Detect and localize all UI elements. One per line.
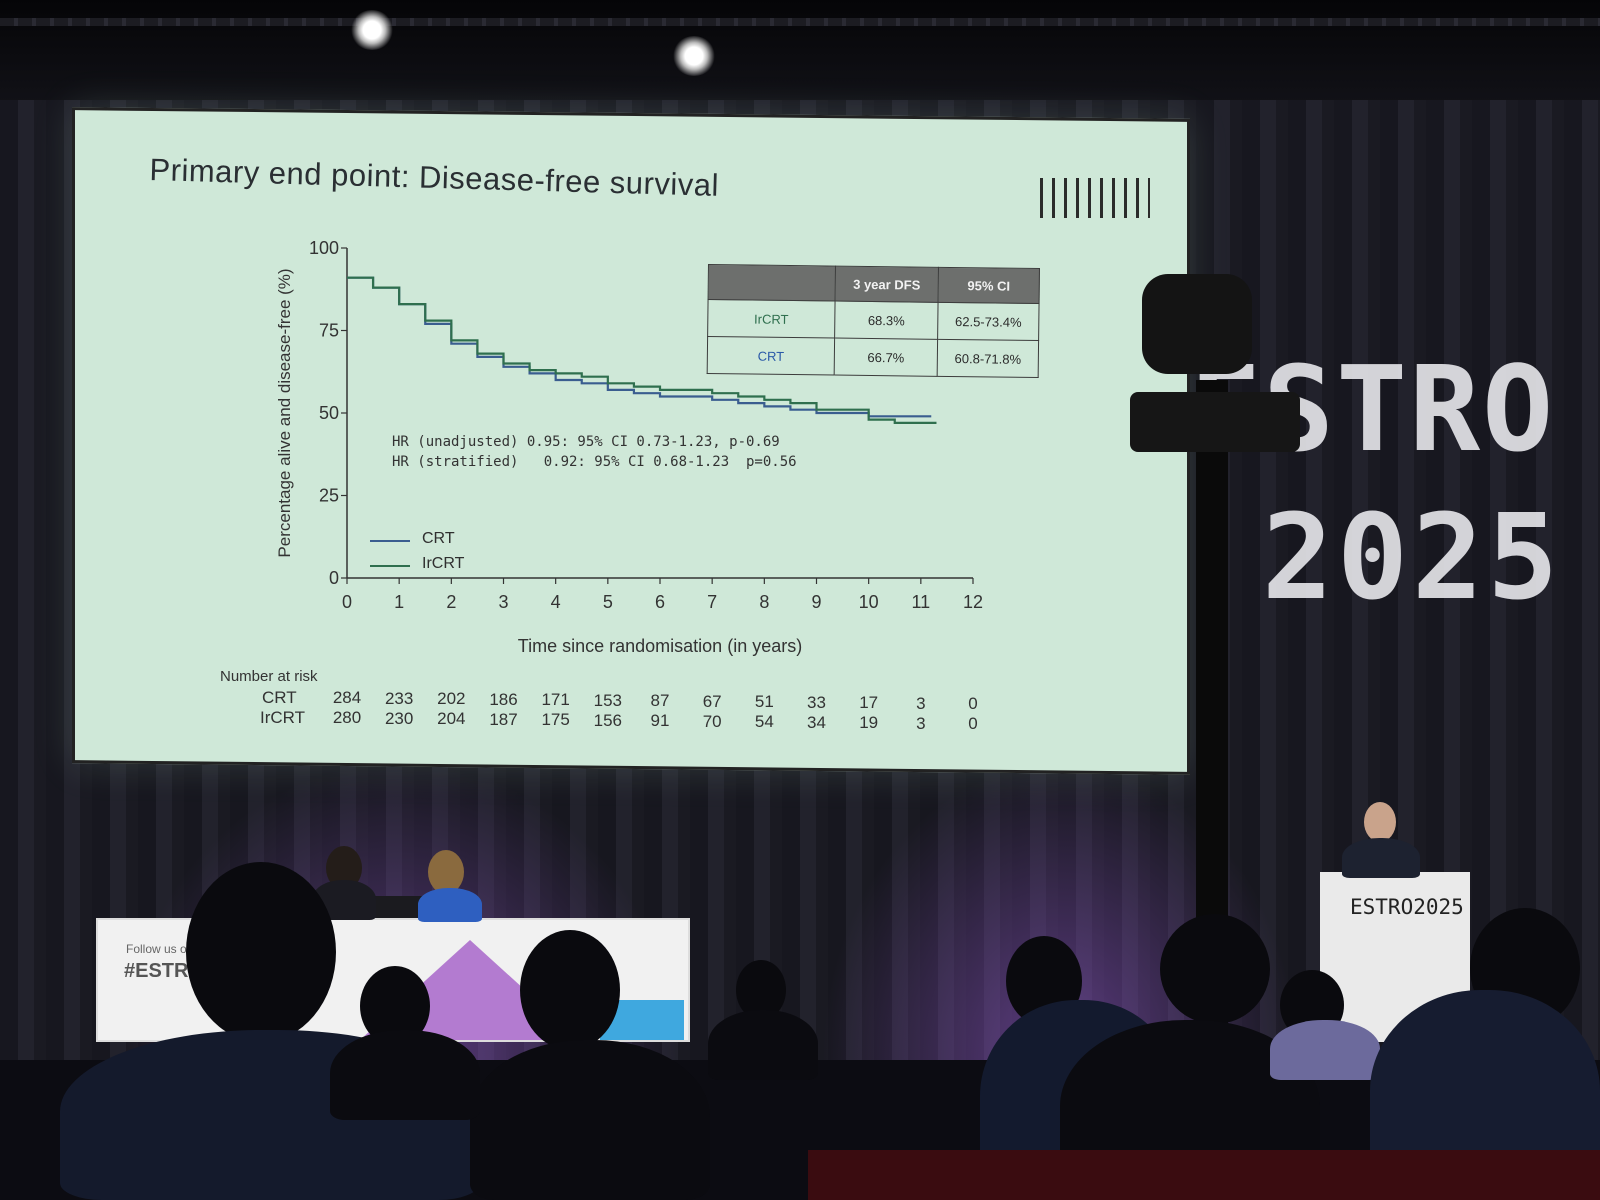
x-tick-label: 7	[707, 592, 717, 612]
x-tick-label: 6	[655, 592, 665, 612]
camera-mount	[1130, 392, 1300, 452]
risk-cell: 19	[859, 713, 879, 732]
legend-crt: CRT	[422, 530, 455, 547]
x-tick-label: 5	[603, 592, 613, 612]
risk-cell: 91	[650, 711, 670, 730]
y-tick-label: 75	[319, 321, 339, 341]
risk-cell: 51	[754, 692, 774, 711]
risk-cell: 280	[332, 708, 362, 727]
x-tick-label: 2	[446, 592, 456, 612]
x-tick-label: 9	[811, 592, 821, 612]
audience-head	[186, 862, 336, 1042]
x-tick-label: 8	[759, 592, 769, 612]
risk-cell: 3	[916, 713, 926, 733]
x-tick-label: 10	[859, 592, 879, 612]
dfs-table: 3 year DFS 95% CI IrCRT 68.3% 62.5-73.4%…	[707, 264, 1040, 378]
stage-light	[350, 10, 394, 50]
dfs-row: CRT 66.7% 60.8-71.8%	[707, 336, 1039, 378]
hr-unadjusted: HR (unadjusted) 0.95: 95% CI 0.73-1.23, …	[392, 434, 780, 450]
dfs-row: IrCRT 68.3% 62.5-73.4%	[707, 299, 1040, 341]
desk-follow-text: Follow us on	[126, 942, 194, 956]
risk-cell: 175	[541, 710, 570, 729]
risk-cell: 230	[384, 708, 414, 728]
panelist-2-body	[418, 888, 482, 922]
speaker-head	[1364, 802, 1396, 842]
y-axis-label: Percentage alive and disease-free (%)	[275, 268, 294, 557]
km-curve-ircrt	[347, 276, 937, 424]
dfs-arm: IrCRT	[707, 299, 836, 339]
risk-cell: 3	[916, 693, 926, 713]
risk-cell: 67	[702, 691, 722, 711]
risk-cell: 156	[593, 710, 623, 730]
risk-cell: 87	[650, 691, 670, 710]
y-tick-label: 50	[319, 403, 339, 423]
ceiling	[0, 0, 1600, 110]
risk-cell: 233	[384, 688, 414, 708]
audience-body	[330, 1030, 480, 1120]
x-tick-label: 0	[342, 592, 352, 612]
risk-arm-ircrt: IrCRT	[260, 708, 306, 727]
speaker-body	[1342, 838, 1420, 878]
hr-stratified: HR (stratified) 0.92: 95% CI 0.68-1.23 p…	[392, 454, 797, 470]
y-tick-label: 25	[319, 486, 339, 506]
risk-cell: 17	[859, 693, 879, 712]
risk-cell: 186	[489, 689, 518, 709]
x-axis-label: Time since randomisation (in years)	[518, 636, 802, 656]
podium-logo: ESTRO2025	[1350, 895, 1464, 919]
risk-cell: 70	[702, 711, 722, 731]
y-tick-label: 100	[309, 240, 339, 258]
audience-body	[708, 1010, 818, 1080]
risk-cell: 202	[437, 689, 466, 708]
legend-crt-line	[370, 540, 410, 542]
slide-decoration	[1040, 178, 1150, 218]
dfs-arm: CRT	[707, 336, 835, 376]
x-tick-label: 1	[394, 592, 404, 612]
dfs-value: 68.3%	[834, 301, 939, 340]
risk-cell: 33	[807, 692, 826, 712]
x-tick-label: 3	[498, 592, 508, 612]
risk-cell: 204	[437, 709, 466, 728]
dfs-ci: 62.5-73.4%	[937, 302, 1040, 341]
risk-cell: 284	[332, 688, 362, 707]
risk-cell: 187	[489, 709, 518, 729]
x-tick-label: 4	[551, 592, 561, 612]
dfs-header-dfs: 3 year DFS	[835, 266, 939, 303]
audience-head	[520, 930, 620, 1050]
audience-body	[470, 1040, 710, 1200]
dfs-ci: 60.8-71.8%	[937, 339, 1039, 378]
risk-cell: 153	[593, 690, 623, 710]
stage-light	[672, 36, 716, 76]
dfs-table-header: 3 year DFS 95% CI	[708, 264, 1040, 304]
legend-ircrt-line	[370, 565, 410, 567]
risk-cell: 34	[807, 712, 826, 732]
audience-head	[1160, 914, 1270, 1024]
lighting-truss	[0, 18, 1600, 26]
y-tick-label: 0	[329, 568, 339, 588]
dfs-value: 66.7%	[834, 338, 938, 377]
x-tick-label: 11	[911, 592, 930, 612]
video-camera	[1142, 274, 1252, 374]
dfs-header-arm	[708, 264, 836, 302]
wall-logo-year: 2025	[1262, 488, 1563, 626]
risk-cell: 54	[754, 712, 774, 731]
desk-hashtag: #ESTR	[124, 960, 189, 982]
risk-cell: 0	[968, 694, 978, 713]
risk-cell: 0	[968, 714, 978, 733]
risk-table-label: Number at risk	[220, 668, 318, 685]
legend-ircrt: IrCRT	[422, 555, 465, 572]
panelist-2	[428, 850, 464, 894]
risk-cell: 171	[541, 690, 570, 709]
audience-body	[1270, 1020, 1380, 1080]
stage-edge	[808, 1150, 1600, 1200]
x-tick-label: 12	[963, 592, 983, 612]
dfs-header-ci: 95% CI	[938, 267, 1040, 304]
risk-arm-crt: CRT	[262, 688, 297, 707]
